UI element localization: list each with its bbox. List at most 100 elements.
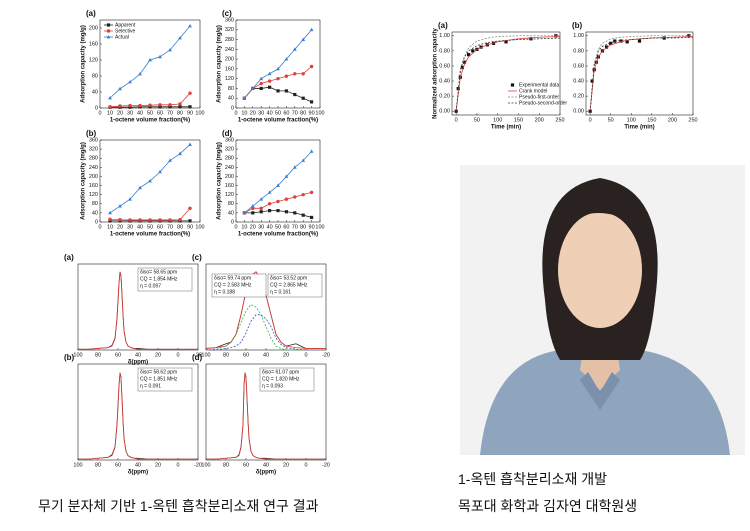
x-tick-label: 80 [223,352,229,358]
series-line [244,151,312,214]
legend-label: Pseudo-second-order [519,100,567,106]
series-line [455,36,561,112]
marker [267,190,272,194]
marker [259,86,263,91]
y-tick-label: 40 [228,210,234,216]
marker [609,41,613,45]
x-tick-label: 100 [73,462,82,468]
marker [251,211,255,215]
marker [293,211,297,215]
x-tick-label: 0 [234,224,237,230]
y-tick-label: 40 [228,96,234,102]
x-tick-label: 90 [187,110,193,116]
y-axis-label: Adsorption capacity (mg/g) [81,25,87,103]
x-tick-label: 70 [292,224,298,230]
x-tick-label: 40 [135,462,141,468]
y-tick-label: 120 [225,76,234,82]
y-tick-label: 320 [225,147,234,153]
x-tick-label: 60 [283,224,289,230]
x-tick-label: 20 [283,462,289,468]
marker [276,66,280,71]
marker [259,81,263,86]
marker [467,53,471,57]
marker [293,195,297,199]
marker [178,102,182,106]
y-tick-label: 80 [228,201,234,207]
marker [128,80,132,84]
marker [108,96,112,100]
x-tick-label: 250 [688,117,697,123]
marker [267,202,272,206]
marker [310,215,314,220]
caption-left: 무기 분자체 기반 1-옥텐 흡착분리소재 연구 결과 [38,498,319,514]
x-tick-label: 10 [241,110,247,116]
legend-label: Selective [115,28,136,34]
y-tick-label: 0.80 [439,48,450,54]
marker [604,45,609,49]
marker [148,58,152,62]
x-tick-label: -20 [322,462,330,468]
panel-label: (d) [222,129,233,138]
y-tick-label: 120 [225,192,234,198]
marker [148,179,152,183]
marker [259,210,263,214]
annotation: CQ = 2.865 MHz [270,282,308,288]
y-tick-label: 160 [89,41,98,47]
x-axis-label: 1-octene volume fraction(%) [110,118,190,124]
marker [637,39,642,43]
x-tick-label: 200 [668,117,677,123]
marker [268,85,272,89]
x-tick-label: 40 [267,224,273,230]
x-tick-label: 0 [234,110,237,116]
y-tick-label: 280 [89,156,98,162]
x-tick-label: 100 [195,110,204,116]
y-tick-label: 200 [89,25,98,31]
panel-label: (b) [86,129,97,138]
marker [128,218,132,222]
y-tick-label: 120 [89,192,98,198]
annotation: CQ = 1.851 MHz [140,376,178,382]
marker [188,91,192,95]
series-line [589,36,694,112]
marker [178,218,182,222]
y-tick-label: 320 [89,147,98,153]
x-tick-label: 30 [258,224,264,230]
x-tick-label: 60 [157,110,163,116]
x-tick-label: 100 [627,117,636,123]
marker [276,76,280,81]
series-line [206,373,326,460]
marker [479,45,483,49]
x-tick-label: -20 [194,352,202,358]
marker [293,72,297,76]
photo [460,165,745,455]
marker [460,65,464,70]
marker [284,89,288,93]
x-tick-label: 0 [98,110,101,116]
plot-frame [235,19,321,109]
x-tick-label: 60 [243,352,249,358]
marker [301,72,305,76]
x-tick-label: 60 [157,224,163,230]
x-tick-label: 100 [195,224,204,230]
x-tick-label: 40 [137,224,143,230]
x-tick-label: 30 [127,224,133,230]
marker [284,74,289,78]
x-tick-label: 100 [493,117,502,123]
x-tick-label: 0 [304,352,307,358]
marker [138,218,142,222]
x-tick-label: 30 [127,110,133,116]
marker [462,60,467,64]
marker [158,105,162,109]
annotation: δiso= 58.65 ppm [140,269,177,275]
marker [138,185,142,190]
marker [268,209,272,213]
x-tick-label: 0 [98,224,101,230]
legend-marker [106,35,111,39]
y-tick-label: 0.00 [573,109,584,115]
x-tick-label: 0 [304,462,307,468]
marker [293,92,297,97]
x-axis-label: 1-octene volume fraction(%) [238,232,318,238]
y-tick-label: 360 [89,137,98,143]
y-tick-label: 0 [95,219,98,225]
x-axis-label: 1-octene volume fraction(%) [238,118,318,124]
